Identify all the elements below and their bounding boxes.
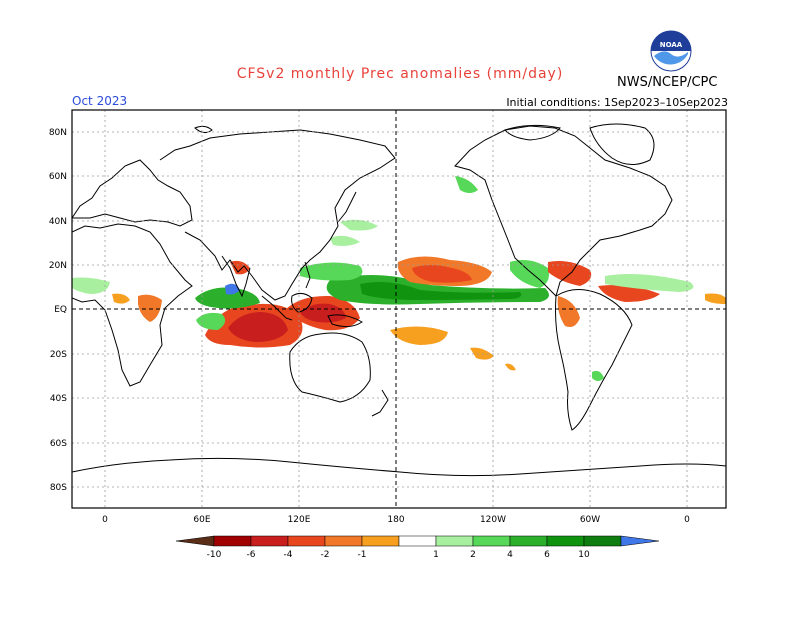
lat-label: 80N (49, 128, 67, 138)
wet-anomaly-s-brazil (592, 370, 604, 381)
lon-label: 120W (480, 515, 506, 525)
colorbar-swatch (324, 535, 363, 547)
colorbar-swatch (250, 535, 289, 547)
lat-label: EQ (54, 305, 67, 315)
coast-africa (72, 223, 193, 387)
colorbar-label: -6 (247, 550, 256, 560)
lat-label: 40S (50, 394, 67, 404)
colorbar-cap-high (620, 535, 660, 547)
dry-anomaly-gulf-guinea (112, 293, 130, 304)
dry-anomaly-e-atlantic (705, 293, 726, 304)
coast-philippines (304, 261, 311, 289)
lon-label: 180 (387, 515, 404, 525)
colorbar-label: 4 (507, 550, 513, 560)
agency-label: NWS/NCEP/CPC (617, 75, 718, 90)
wet-core-pacific (360, 282, 522, 300)
coast-new-guinea (327, 314, 363, 328)
coast-svalbard (194, 125, 213, 134)
colorbar-swatch (213, 535, 252, 547)
coast-greenland (589, 123, 655, 165)
coast-antarctica (72, 457, 726, 477)
wet-anomaly-n-pacific-2 (330, 235, 360, 246)
dry-core-n-pacific (412, 265, 472, 283)
dry-anomaly-s-pacific (390, 326, 448, 345)
wet-anomaly-w-indian (195, 287, 260, 309)
lat-label: 60S (50, 439, 67, 449)
coast-new-zealand (371, 389, 389, 417)
lat-labels: 80N 60N 40N 20N EQ 20S 40S 60S 80S (49, 128, 67, 493)
colorbar-swatch (287, 535, 326, 547)
wet-anomaly-w-pacific (300, 262, 363, 281)
lon-label: 60E (193, 515, 210, 525)
coast-asia (159, 129, 396, 301)
colorbar-swatch (509, 535, 548, 547)
colorbar-swatch (361, 535, 400, 547)
initial-conditions: Initial conditions: 1Sep2023–10Sep2023 (506, 96, 728, 109)
colorbar-swatch (435, 535, 474, 547)
colorbar-label: 6 (544, 550, 550, 560)
colorbar-legend: -10 -6 -4 -2 -1 1 2 4 6 10 (175, 535, 660, 560)
colorbar-label: -2 (321, 550, 330, 560)
colorbar-label: 2 (470, 550, 476, 560)
lon-label: 0 (102, 515, 108, 525)
coast-sumatra (261, 295, 293, 321)
map-border (71, 109, 727, 509)
coast-australia (289, 332, 371, 403)
coast-north-america (454, 125, 673, 297)
dry-anomaly-s-america (557, 296, 580, 327)
coast-japan (337, 191, 357, 223)
logo-text: NOAA (660, 41, 683, 49)
reference-lines (72, 110, 726, 508)
colorbar-label: -1 (358, 550, 367, 560)
map-title: CFSv2 monthly Prec anomalies (mm/day) (236, 66, 564, 82)
wet-anomaly-atlantic (605, 274, 694, 292)
lon-label: 60W (580, 515, 600, 525)
colorbar-label: -4 (284, 550, 293, 560)
colorbar-swatch (546, 535, 585, 547)
colorbar-cap-low (175, 535, 215, 547)
lat-label: 60N (49, 172, 67, 182)
dry-core-maritime (300, 303, 346, 323)
colorbar-label: 1 (433, 550, 439, 560)
lat-label: 80S (50, 483, 67, 493)
coast-europe (72, 159, 193, 227)
noaa-logo-icon: NOAA (650, 30, 692, 72)
forecast-month: Oct 2023 (72, 94, 128, 108)
lon-label: 0 (684, 515, 690, 525)
colorbar-label: 10 (578, 550, 590, 560)
wet-anomaly-alaska (455, 176, 478, 193)
wet-anomaly-n-pacific (340, 219, 378, 231)
graticule (72, 110, 726, 508)
wet-anomaly-sw-indian (196, 312, 226, 330)
lat-label: 40N (49, 217, 67, 227)
wet-anomaly-central-america (510, 260, 549, 288)
dry-core-indian-ocean (228, 312, 288, 342)
coast-borneo (291, 292, 313, 313)
wet-anomaly-w-africa (72, 277, 110, 294)
dry-anomaly-e-africa (138, 294, 162, 322)
lon-label: 120E (288, 515, 311, 525)
anomaly-fields (72, 176, 726, 381)
colorbar-swatch (472, 535, 511, 547)
colorbar-label: -10 (207, 550, 222, 560)
lon-labels: 0 60E 120E 180 120W 60W 0 (102, 515, 690, 525)
coastlines (72, 123, 726, 477)
lat-label: 20N (49, 261, 67, 271)
wet-anomaly-arabian-sea (225, 283, 240, 295)
colorbar-swatch (583, 535, 622, 547)
lat-label: 20S (50, 350, 67, 360)
coast-arctic-canada (504, 124, 561, 141)
coast-india (221, 255, 251, 298)
dry-anomaly-bay-of-bengal (230, 260, 250, 275)
colorbar-swatch (398, 535, 437, 547)
dry-anomaly-s-pacific-3 (505, 363, 516, 371)
